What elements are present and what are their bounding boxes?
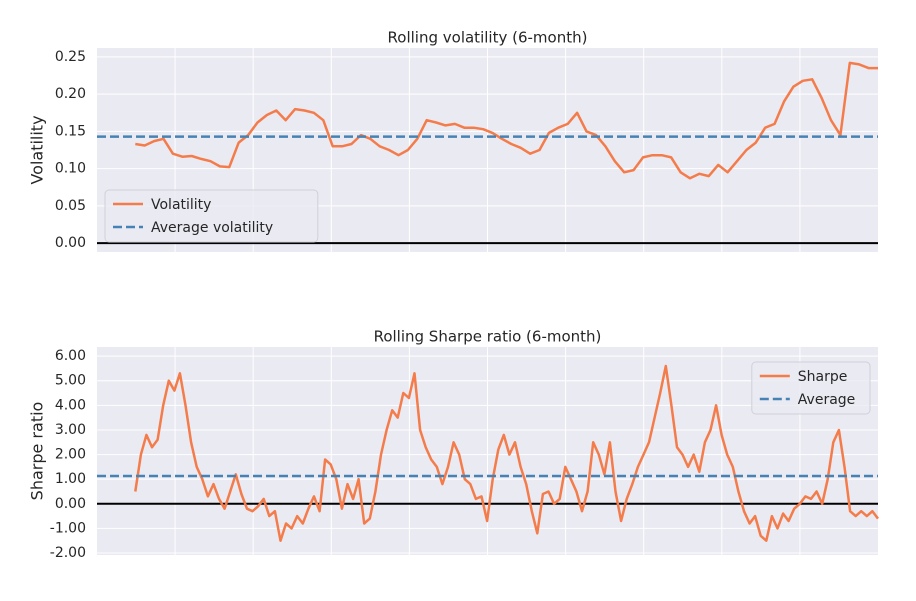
legend-label: Sharpe bbox=[798, 369, 848, 385]
y-tick-label: 0.25 bbox=[55, 49, 86, 65]
y-axis-label: Volatility bbox=[28, 115, 47, 184]
legend-box bbox=[104, 189, 319, 243]
y-tick-label: 0.20 bbox=[55, 86, 86, 102]
legend-label: Average bbox=[798, 392, 856, 408]
chart-title: Rolling Sharpe ratio (6-month) bbox=[374, 328, 602, 346]
series-line bbox=[135, 61, 878, 180]
y-tick-label: 0.00 bbox=[55, 496, 86, 512]
y-tick-label: 5.00 bbox=[55, 373, 86, 389]
chart-title: Rolling volatility (6-month) bbox=[388, 29, 588, 47]
legend-label: Average volatility bbox=[151, 220, 273, 236]
y-tick-label: 0.00 bbox=[55, 235, 86, 251]
legend-label: Volatility bbox=[151, 197, 211, 213]
y-tick-label: 6.00 bbox=[55, 348, 86, 364]
y-tick-label: 0.10 bbox=[55, 161, 86, 177]
y-tick-label: 3.00 bbox=[55, 422, 86, 438]
y-tick-label: 2.00 bbox=[55, 447, 86, 463]
y-tick-label: 0.05 bbox=[55, 198, 86, 214]
y-tick-label: 1.00 bbox=[55, 471, 86, 487]
series-line bbox=[134, 364, 879, 542]
y-tick-label: -2.00 bbox=[50, 545, 86, 561]
y-tick-label: 0.15 bbox=[55, 123, 86, 139]
y-axis-label: Sharpe ratio bbox=[28, 402, 47, 501]
y-tick-label: -1.00 bbox=[50, 520, 86, 536]
y-tick-label: 4.00 bbox=[55, 397, 86, 413]
